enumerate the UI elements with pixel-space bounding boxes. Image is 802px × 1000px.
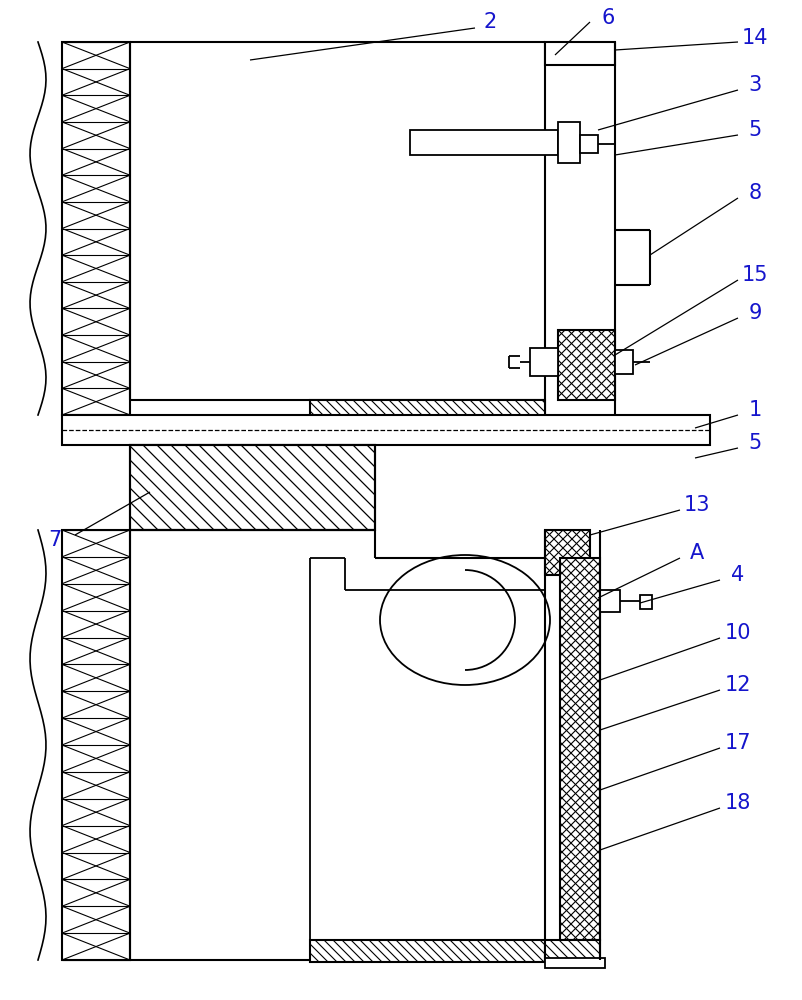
Text: 5: 5 (748, 433, 762, 453)
Bar (580, 135, 598, 153)
Text: 13: 13 (684, 495, 711, 515)
Bar (600, 590, 620, 612)
Bar (558, 122, 580, 163)
Bar (560, 558, 600, 940)
Bar (545, 42, 615, 65)
Bar (558, 330, 615, 400)
Bar (130, 445, 375, 530)
Text: 12: 12 (725, 675, 751, 695)
Text: 6: 6 (602, 8, 614, 28)
Text: 8: 8 (748, 183, 762, 203)
Bar (62, 530, 130, 960)
Text: A: A (690, 543, 704, 563)
Text: 3: 3 (748, 75, 762, 95)
Bar (545, 530, 590, 575)
Text: 15: 15 (742, 265, 768, 285)
Text: 14: 14 (742, 28, 768, 48)
Text: 10: 10 (725, 623, 751, 643)
Bar (640, 595, 652, 609)
Bar (545, 958, 605, 968)
Bar (310, 400, 545, 420)
Bar (310, 940, 545, 962)
Text: 9: 9 (748, 303, 762, 323)
Text: 7: 7 (48, 530, 62, 550)
Bar (545, 940, 600, 962)
Text: 1: 1 (748, 400, 762, 420)
Text: 17: 17 (725, 733, 751, 753)
Text: 2: 2 (484, 12, 496, 32)
Text: 4: 4 (731, 565, 744, 585)
Bar (62, 42, 130, 415)
Text: 18: 18 (725, 793, 751, 813)
Bar (530, 348, 558, 376)
Text: 5: 5 (748, 120, 762, 140)
Bar (130, 445, 375, 530)
Bar (62, 415, 710, 445)
Bar (615, 350, 633, 374)
Bar (410, 130, 558, 155)
